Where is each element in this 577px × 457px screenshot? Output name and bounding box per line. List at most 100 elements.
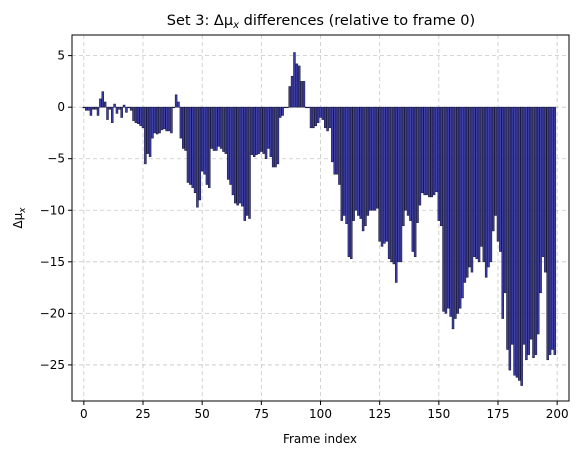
bar	[444, 106, 448, 314]
bar	[125, 106, 128, 113]
bar	[82, 106, 86, 109]
bar	[309, 106, 313, 129]
bar	[439, 106, 443, 227]
x-tick-label: 175	[487, 407, 510, 421]
y-tick-label: −25	[40, 358, 65, 372]
bar	[494, 106, 497, 216]
bar	[525, 106, 528, 361]
bar	[515, 106, 519, 378]
bar	[489, 106, 493, 263]
bar	[229, 106, 232, 185]
bar	[196, 106, 199, 208]
bar	[151, 106, 154, 139]
bar	[181, 106, 185, 149]
bar	[503, 106, 507, 294]
bar	[470, 106, 474, 273]
bar	[189, 106, 192, 185]
bar	[541, 106, 545, 257]
bar	[437, 106, 441, 221]
bar	[148, 106, 152, 157]
x-tick-label: 0	[80, 407, 88, 421]
bar	[255, 106, 258, 155]
bar	[387, 106, 391, 260]
bar	[163, 106, 166, 130]
bar	[210, 106, 213, 149]
bar	[513, 106, 516, 376]
y-axis-ticks: 5 0 −5 −10 −15 −20 −25	[40, 49, 72, 372]
bar	[487, 106, 490, 268]
bar	[200, 106, 204, 172]
bar	[394, 106, 398, 283]
bar	[84, 106, 88, 111]
bar	[193, 106, 197, 194]
bar	[101, 91, 105, 108]
bar	[160, 106, 164, 131]
bar	[122, 104, 126, 108]
bar	[89, 106, 93, 116]
bar	[435, 106, 438, 193]
bar	[224, 106, 228, 154]
bar	[92, 106, 95, 110]
bar	[499, 106, 502, 252]
bar	[248, 106, 251, 219]
bar	[451, 106, 455, 330]
bar	[269, 106, 273, 157]
bar	[132, 106, 135, 121]
bar	[245, 106, 249, 216]
bar	[411, 106, 415, 252]
bar	[217, 106, 220, 147]
bar	[115, 106, 119, 114]
bar	[139, 106, 142, 127]
x-tick-label: 100	[309, 407, 332, 421]
bar	[404, 106, 407, 211]
bar	[458, 106, 462, 309]
bar	[177, 101, 180, 108]
bar	[257, 106, 261, 154]
bar	[198, 106, 202, 201]
bar	[167, 106, 171, 132]
bar	[87, 106, 90, 111]
bar	[236, 106, 239, 206]
y-tick-label: −20	[40, 306, 65, 320]
bar	[432, 106, 436, 196]
bar	[241, 106, 244, 207]
bar	[477, 106, 481, 263]
bar	[312, 106, 315, 129]
bar	[165, 106, 168, 132]
bar	[454, 106, 457, 319]
bar	[184, 106, 187, 151]
bar	[127, 106, 131, 109]
bar	[456, 106, 460, 314]
bar	[406, 106, 410, 216]
bar	[271, 106, 275, 168]
bar	[302, 81, 306, 108]
bars	[82, 52, 557, 386]
x-tick-label: 50	[195, 407, 210, 421]
bar	[295, 63, 299, 108]
bar	[366, 106, 370, 216]
bar	[520, 106, 523, 386]
bar	[461, 106, 464, 299]
bar	[219, 106, 223, 149]
bar	[110, 106, 114, 123]
bar	[262, 106, 265, 154]
bar	[501, 106, 504, 319]
bar	[368, 106, 372, 211]
bar	[463, 106, 467, 283]
bar	[144, 106, 147, 165]
bar	[397, 106, 400, 263]
bar	[314, 106, 318, 127]
bar	[99, 98, 102, 108]
bar	[288, 86, 291, 108]
bar	[203, 106, 206, 175]
bar	[506, 106, 509, 350]
bar	[321, 106, 325, 120]
bar	[96, 106, 100, 116]
bar	[447, 106, 450, 309]
bar	[371, 106, 374, 211]
bar	[129, 106, 133, 111]
bar	[297, 65, 301, 108]
bar	[212, 106, 216, 151]
bar	[323, 106, 327, 129]
bar	[279, 106, 282, 118]
